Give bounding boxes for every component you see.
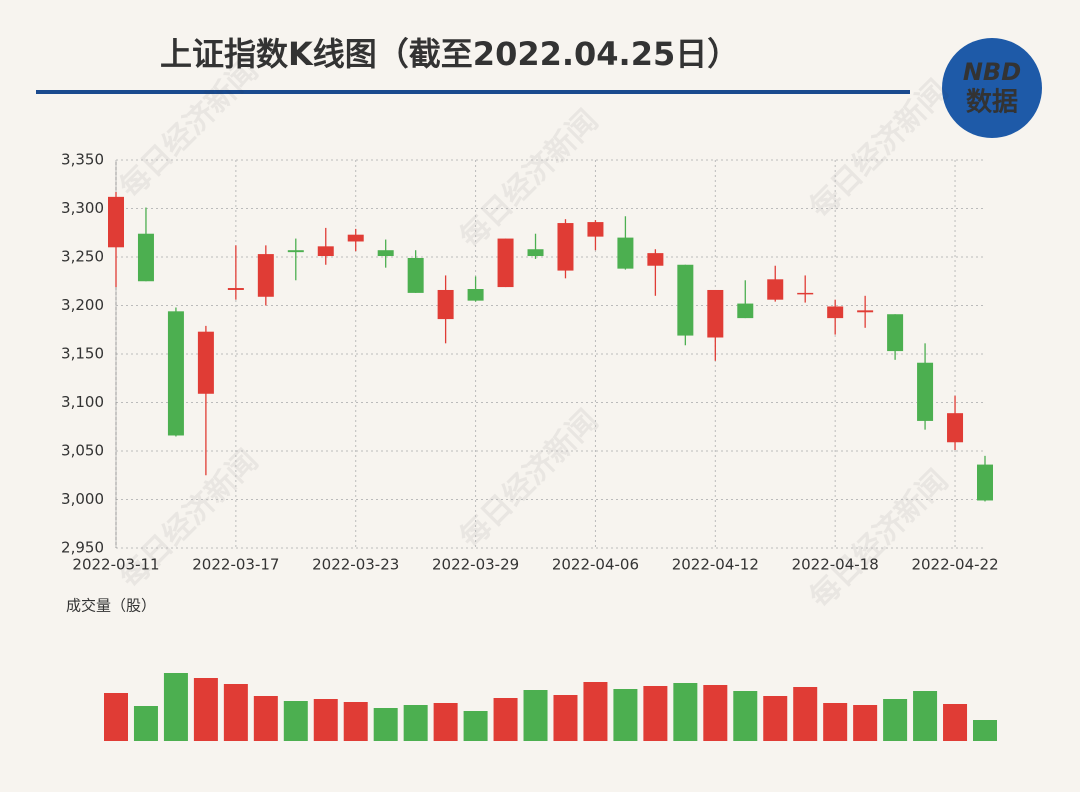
volume-bar: [104, 693, 128, 741]
volume-bar: [883, 699, 908, 741]
volume-bar: [943, 704, 968, 741]
volume-bar: [553, 695, 578, 741]
logo-top: NBD: [963, 58, 1021, 86]
volume-bar: [703, 685, 728, 741]
candle-body: [797, 292, 814, 295]
candle-body: [137, 233, 154, 282]
candle-body: [227, 288, 244, 290]
volume-bar: [253, 696, 278, 741]
logo: [942, 38, 1042, 138]
y-tick-label: 3,300: [61, 199, 104, 217]
candle-body: [557, 223, 574, 271]
candle-body: [827, 306, 844, 319]
volume-bar: [853, 705, 878, 741]
volume-bar: [793, 687, 818, 741]
y-tick-label: 3,000: [61, 490, 104, 508]
candle-body: [707, 289, 724, 338]
x-tick-label: 2022-04-18: [792, 556, 879, 574]
y-tick-label: 2,950: [61, 539, 104, 557]
volume-bar: [163, 673, 188, 741]
candle-body: [917, 362, 934, 421]
x-tick-label: 2022-04-06: [552, 556, 639, 574]
y-tick-label: 3,250: [61, 248, 104, 266]
volume-bar: [433, 703, 458, 741]
volume-bar: [223, 684, 248, 741]
volume-bar: [973, 720, 997, 741]
volume-bar: [613, 689, 638, 741]
candle-body: [467, 289, 484, 301]
x-tick-label: 2022-03-29: [432, 556, 519, 574]
x-tick-label: 2022-04-22: [911, 556, 998, 574]
volume-bar: [283, 701, 308, 741]
title: 上证指数K线图（截至2022.04.25日）: [160, 35, 739, 73]
volume-bar: [493, 698, 518, 741]
candle-body: [617, 237, 634, 269]
y-tick-label: 3,200: [61, 296, 104, 314]
y-tick-label: 3,150: [61, 345, 104, 363]
candle-body: [377, 250, 394, 257]
volume-bar: [523, 690, 548, 741]
y-tick-label: 3,350: [61, 151, 104, 169]
volume-bar: [913, 691, 938, 741]
volume-bar: [583, 682, 608, 741]
candle-body: [257, 254, 274, 297]
candle-body: [497, 238, 514, 288]
volume-bar: [373, 708, 398, 741]
candle-body: [947, 413, 964, 443]
candle-body: [197, 331, 214, 394]
x-tick-label: 2022-04-12: [672, 556, 759, 574]
logo-bottom: 数据: [966, 88, 1018, 118]
candle-body: [887, 314, 904, 352]
candle-body: [977, 464, 993, 501]
volume-bar: [463, 711, 488, 741]
candle-body: [767, 279, 784, 300]
volume-bar: [193, 678, 218, 741]
candle-body: [167, 311, 184, 436]
volume-bar: [343, 702, 368, 741]
volume-bar: [733, 691, 758, 741]
candle-body: [677, 264, 694, 336]
volume-bar: [133, 706, 158, 741]
candle-body: [857, 310, 874, 313]
candle-body: [647, 253, 664, 266]
volume-bar: [403, 705, 428, 741]
volume-bar: [763, 696, 788, 741]
volume-title: 成交量（股）: [66, 597, 156, 615]
volume-bar: [673, 683, 698, 741]
x-tick-label: 2022-03-23: [312, 556, 399, 574]
volume-bar: [823, 703, 848, 741]
x-tick-label: 2022-03-17: [192, 556, 279, 574]
candle-body: [587, 222, 604, 237]
candle-body: [407, 257, 424, 293]
y-tick-label: 3,050: [61, 442, 104, 460]
candle-body: [347, 234, 364, 242]
candle-body: [108, 196, 124, 248]
candle-body: [287, 250, 304, 253]
candle-body: [437, 289, 454, 320]
volume-bar: [313, 699, 338, 741]
candle-body: [737, 303, 754, 319]
volume-bar: [643, 686, 668, 741]
candle-body: [527, 249, 544, 257]
x-tick-label: 2022-03-11: [72, 556, 159, 574]
y-tick-label: 3,100: [61, 393, 104, 411]
candle-body: [317, 246, 334, 257]
